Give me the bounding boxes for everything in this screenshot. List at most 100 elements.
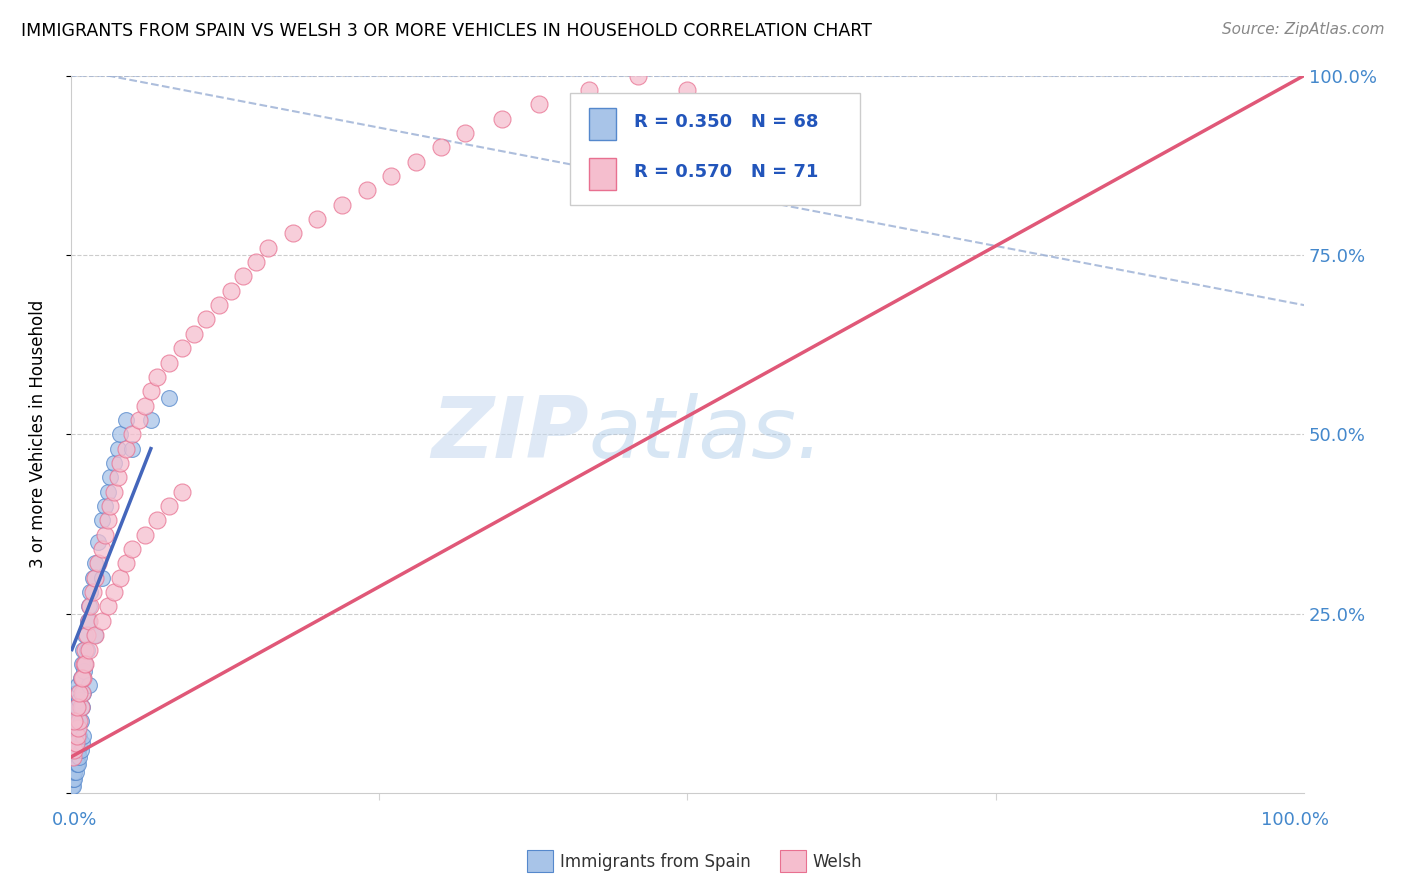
- Point: [108, 571, 131, 585]
- Point: [97, 513, 120, 527]
- Point: [75, 642, 97, 657]
- Point: [62, 764, 84, 779]
- Point: [84, 628, 107, 642]
- Point: [76, 628, 98, 642]
- Point: [82, 571, 104, 585]
- Point: [63, 714, 86, 729]
- Point: [108, 456, 131, 470]
- Point: [84, 571, 107, 585]
- Point: [90, 542, 112, 557]
- Point: [60, 743, 83, 757]
- Point: [62, 750, 84, 764]
- Point: [65, 757, 87, 772]
- Point: [257, 241, 280, 255]
- Point: [90, 571, 112, 585]
- Point: [66, 729, 89, 743]
- Point: [65, 714, 87, 729]
- Point: [139, 384, 162, 399]
- Point: [103, 585, 125, 599]
- Point: [429, 140, 451, 154]
- Point: [65, 685, 87, 699]
- Point: [232, 269, 254, 284]
- Bar: [589, 158, 616, 190]
- Point: [195, 312, 218, 326]
- Point: [98, 499, 121, 513]
- Point: [356, 183, 378, 197]
- Point: [380, 169, 402, 183]
- Point: [139, 413, 162, 427]
- Point: [66, 729, 89, 743]
- Point: [75, 628, 97, 642]
- Point: [77, 599, 100, 614]
- Point: [60, 750, 83, 764]
- Point: [77, 614, 100, 628]
- Text: Immigrants from Spain: Immigrants from Spain: [560, 853, 751, 871]
- Point: [69, 743, 91, 757]
- Point: [76, 642, 98, 657]
- Point: [67, 692, 90, 706]
- Point: [67, 685, 90, 699]
- Text: R = 0.570   N = 71: R = 0.570 N = 71: [634, 163, 818, 181]
- Point: [67, 678, 90, 692]
- Point: [157, 355, 180, 369]
- Point: [170, 484, 193, 499]
- Point: [70, 736, 93, 750]
- Point: [65, 736, 87, 750]
- Point: [63, 743, 86, 757]
- Point: [70, 685, 93, 699]
- Point: [103, 484, 125, 499]
- Point: [79, 599, 101, 614]
- Point: [75, 657, 97, 671]
- Point: [134, 527, 156, 541]
- Point: [146, 370, 169, 384]
- Point: [775, 112, 797, 126]
- Point: [94, 527, 117, 541]
- Point: [107, 470, 129, 484]
- Point: [62, 736, 84, 750]
- Point: [97, 484, 120, 499]
- Point: [82, 585, 104, 599]
- Point: [69, 700, 91, 714]
- Text: IMMIGRANTS FROM SPAIN VS WELSH 3 OR MORE VEHICLES IN HOUSEHOLD CORRELATION CHART: IMMIGRANTS FROM SPAIN VS WELSH 3 OR MORE…: [21, 22, 872, 40]
- Point: [245, 255, 267, 269]
- Point: [183, 326, 205, 341]
- Point: [63, 772, 86, 786]
- Point: [208, 298, 231, 312]
- Point: [70, 671, 93, 685]
- Point: [62, 714, 84, 729]
- Point: [69, 671, 91, 685]
- Text: 0.0%: 0.0%: [52, 812, 97, 830]
- Point: [67, 714, 90, 729]
- Point: [67, 714, 90, 729]
- Point: [72, 729, 94, 743]
- Point: [115, 557, 138, 571]
- Point: [157, 499, 180, 513]
- Point: [66, 700, 89, 714]
- Point: [90, 513, 112, 527]
- Point: [65, 736, 87, 750]
- Point: [67, 757, 90, 772]
- Text: R = 0.350   N = 68: R = 0.350 N = 68: [634, 113, 818, 131]
- Point: [529, 97, 551, 112]
- Point: [87, 535, 110, 549]
- Point: [73, 657, 96, 671]
- Point: [170, 341, 193, 355]
- Point: [67, 750, 90, 764]
- Point: [60, 757, 83, 772]
- Point: [70, 700, 93, 714]
- Point: [67, 743, 90, 757]
- Point: [63, 729, 86, 743]
- Point: [121, 442, 143, 456]
- Point: [72, 685, 94, 699]
- Point: [84, 557, 107, 571]
- Point: [72, 642, 94, 657]
- Point: [63, 764, 86, 779]
- Point: [103, 456, 125, 470]
- Y-axis label: 3 or more Vehicles in Household: 3 or more Vehicles in Household: [30, 300, 46, 568]
- Point: [121, 427, 143, 442]
- Point: [157, 392, 180, 406]
- Point: [63, 750, 86, 764]
- Point: [90, 614, 112, 628]
- Point: [146, 513, 169, 527]
- Bar: [571, 94, 860, 204]
